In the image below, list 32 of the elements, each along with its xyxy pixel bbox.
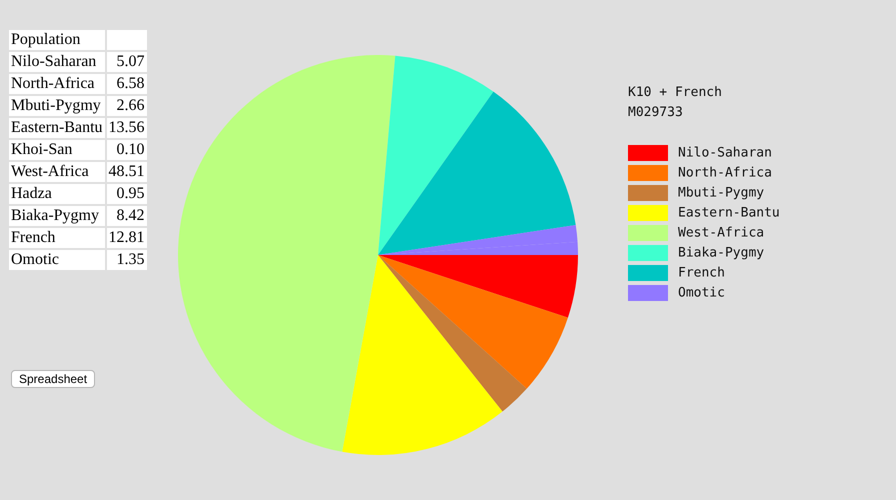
category-label: Khoi-San — [9, 140, 105, 160]
text: M029733 — [628, 105, 683, 120]
data-label: 0.95 — [106, 184, 147, 204]
legend-label: North-Africa — [678, 166, 772, 180]
legend-label: Nilo-Saharan — [678, 146, 772, 160]
legend-label: Omotic — [678, 286, 725, 300]
data-label: 5.07 — [106, 52, 147, 72]
legend-label: Biaka-Pygmy — [678, 246, 764, 260]
data-label: 13.56 — [106, 118, 147, 138]
legend-label: Eastern-Bantu — [678, 206, 780, 220]
category-label: West-Africa — [9, 162, 105, 182]
text: K10 + French — [628, 85, 722, 100]
data-label: 6.58 — [106, 74, 147, 94]
data-label: 2.66 — [106, 96, 147, 116]
category-label: North-Africa — [9, 74, 105, 94]
data-label: 0.10 — [106, 140, 147, 160]
text: Spreadsheet — [11, 370, 96, 388]
data-label: 1.35 — [106, 250, 147, 270]
data-label: 8.42 — [106, 206, 147, 226]
legend-label: French — [678, 266, 725, 280]
category-label: Omotic — [9, 250, 105, 270]
data-label: 48.51 — [106, 162, 147, 182]
category-label: Eastern-Bantu — [9, 118, 105, 138]
legend-label: Mbuti-Pygmy — [678, 186, 764, 200]
data-label: 12.81 — [106, 228, 147, 248]
category-label: Hadza — [9, 184, 105, 204]
legend-label: West-Africa — [678, 226, 764, 240]
text: Population — [9, 30, 105, 50]
category-label: Mbuti-Pygmy — [9, 96, 105, 116]
category-label: Biaka-Pygmy — [9, 206, 105, 226]
category-label: Nilo-Saharan — [9, 52, 105, 72]
category-label: French — [9, 228, 105, 248]
